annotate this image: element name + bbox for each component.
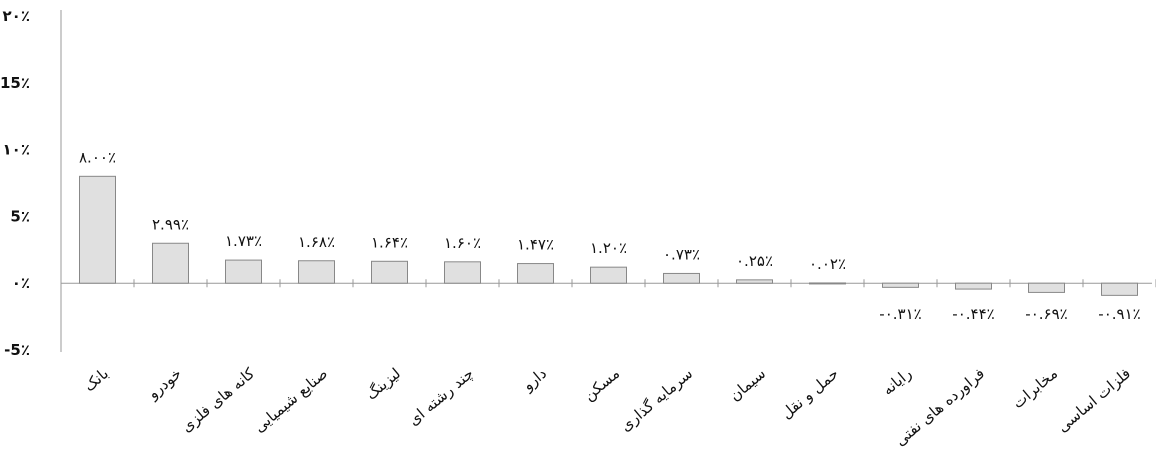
category-label: صنایع شیمیایی bbox=[250, 364, 331, 436]
category-label: فلزات اساسی bbox=[1054, 364, 1134, 436]
bar bbox=[79, 175, 116, 284]
data-label: -۰.۶۹٪ bbox=[1025, 305, 1067, 323]
y-tick-label: ۱۰٪ bbox=[3, 141, 30, 159]
y-tick-label: 15٪ bbox=[0, 74, 30, 92]
category-label: سرمایه گذاری bbox=[617, 364, 696, 435]
y-tick-label: ۰٪ bbox=[12, 274, 30, 292]
category-label: مخابرات bbox=[1009, 364, 1061, 412]
category-label: چند رشته ای bbox=[405, 364, 477, 429]
data-label: ۰.۰۲٪ bbox=[809, 255, 846, 273]
bar bbox=[955, 282, 992, 290]
bar bbox=[152, 242, 189, 284]
data-label: ۲.۹۹٪ bbox=[152, 215, 189, 233]
data-label: ۰.۲۵٪ bbox=[736, 252, 773, 270]
data-label: ۱.۷۳٪ bbox=[225, 232, 262, 250]
bar bbox=[444, 261, 481, 284]
y-tick-label: 5٪ bbox=[10, 207, 30, 225]
bar bbox=[663, 272, 700, 284]
bar bbox=[809, 282, 846, 285]
category-label: خودرو bbox=[143, 364, 185, 403]
category-label: مسکن bbox=[580, 364, 623, 404]
y-tick-label: -5٪ bbox=[4, 341, 30, 359]
category-label: سیمان bbox=[726, 364, 769, 404]
y-tick-label: ۲۰٪ bbox=[3, 7, 30, 25]
category-label: لیزینگ bbox=[362, 364, 404, 403]
data-label: ۰.۷۳٪ bbox=[663, 245, 700, 263]
data-label: ۱.۶۴٪ bbox=[371, 233, 408, 251]
category-label: دارو bbox=[518, 364, 550, 395]
data-label: ۱.۶۸٪ bbox=[298, 233, 335, 251]
bar bbox=[225, 259, 262, 284]
data-label: -۰.۳۱٪ bbox=[879, 305, 921, 323]
data-label: ۱.۴۷٪ bbox=[517, 236, 554, 254]
bar bbox=[590, 266, 627, 284]
bar bbox=[1028, 282, 1065, 293]
bar bbox=[736, 279, 773, 284]
bar bbox=[298, 260, 335, 284]
category-label: بانک bbox=[80, 364, 112, 395]
bar bbox=[371, 260, 408, 284]
bar bbox=[517, 263, 554, 284]
data-label: ۸.۰۰٪ bbox=[79, 148, 116, 166]
data-label: -۰.۹۱٪ bbox=[1098, 305, 1140, 323]
category-label: حمل و نقل bbox=[777, 364, 842, 422]
data-label: ۱.۲۰٪ bbox=[590, 239, 627, 257]
category-label: رایانه bbox=[879, 364, 915, 399]
bar bbox=[1101, 282, 1138, 296]
category-label: کانه های فلزی bbox=[178, 364, 259, 436]
data-label: -۰.۴۴٪ bbox=[952, 305, 994, 323]
bar bbox=[882, 282, 919, 288]
data-label: ۱.۶۰٪ bbox=[444, 234, 481, 252]
